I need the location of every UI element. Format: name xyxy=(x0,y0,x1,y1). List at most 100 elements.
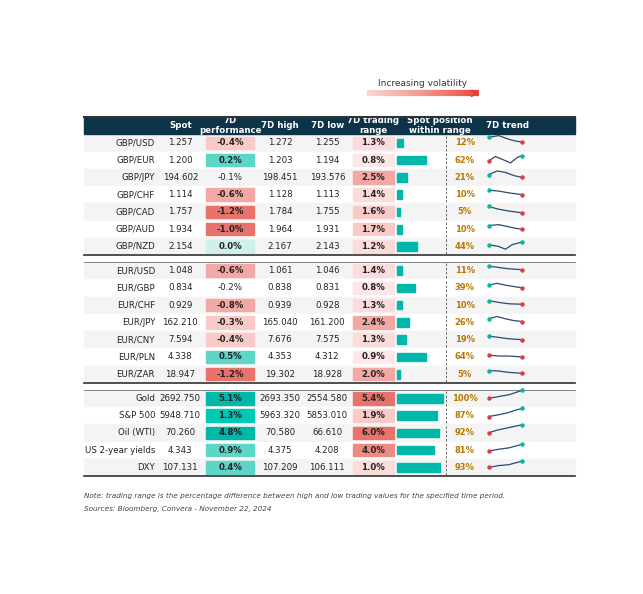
Text: 0.2%: 0.2% xyxy=(218,156,242,165)
Text: US 2-year yields: US 2-year yields xyxy=(85,446,155,454)
Bar xyxy=(206,240,254,252)
Text: GBP/NZD: GBP/NZD xyxy=(115,242,155,251)
Text: 18.947: 18.947 xyxy=(165,369,195,379)
Text: S&P 500: S&P 500 xyxy=(118,411,155,420)
Text: Note: trading range is the percentage difference between high and low trading va: Note: trading range is the percentage di… xyxy=(84,492,505,499)
Text: 107.209: 107.209 xyxy=(262,463,298,472)
Bar xyxy=(353,444,394,456)
Text: 0.834: 0.834 xyxy=(168,283,193,292)
Bar xyxy=(353,206,394,218)
Text: 7D
performance: 7D performance xyxy=(199,116,261,135)
Text: 64%: 64% xyxy=(455,352,475,362)
Bar xyxy=(353,282,394,294)
Text: 1.9%: 1.9% xyxy=(361,411,385,420)
Text: 0.0%: 0.0% xyxy=(219,242,242,251)
Text: EUR/CNY: EUR/CNY xyxy=(116,335,155,344)
Text: -0.4%: -0.4% xyxy=(217,335,244,344)
Bar xyxy=(397,318,409,327)
Text: 161.200: 161.200 xyxy=(309,318,345,327)
Text: GBP/CHF: GBP/CHF xyxy=(117,190,155,199)
Bar xyxy=(397,301,402,309)
Text: Spot position
within range: Spot position within range xyxy=(406,116,472,135)
Text: 2692.750: 2692.750 xyxy=(160,394,201,403)
Text: Gold: Gold xyxy=(135,394,155,403)
Text: 1.061: 1.061 xyxy=(267,266,293,275)
Bar xyxy=(206,264,254,277)
Bar xyxy=(397,411,437,420)
Text: 7D high: 7D high xyxy=(261,121,299,130)
Bar xyxy=(353,299,394,311)
Text: EUR/CHF: EUR/CHF xyxy=(117,301,155,309)
Text: 5.4%: 5.4% xyxy=(361,394,385,403)
Text: 70.580: 70.580 xyxy=(265,428,295,437)
Bar xyxy=(397,156,426,165)
Text: GBP/CAD: GBP/CAD xyxy=(116,207,155,216)
Text: 0.831: 0.831 xyxy=(315,283,340,292)
Text: 21%: 21% xyxy=(455,173,475,182)
Text: 0.8%: 0.8% xyxy=(361,283,385,292)
Bar xyxy=(353,171,394,184)
Bar xyxy=(353,240,394,252)
Bar xyxy=(84,203,575,220)
Bar xyxy=(206,444,254,456)
Text: 19.302: 19.302 xyxy=(265,369,295,379)
Bar xyxy=(84,314,575,331)
Text: 7.575: 7.575 xyxy=(315,335,340,344)
Text: GBP/USD: GBP/USD xyxy=(116,138,155,147)
Bar xyxy=(84,331,575,348)
Text: 4.375: 4.375 xyxy=(267,446,293,454)
Text: 44%: 44% xyxy=(455,242,475,251)
Bar xyxy=(353,223,394,235)
Text: 39%: 39% xyxy=(455,283,475,292)
Text: 1.931: 1.931 xyxy=(315,225,340,233)
Text: 1.0%: 1.0% xyxy=(361,463,385,472)
Text: -0.1%: -0.1% xyxy=(217,173,242,182)
Text: DXY: DXY xyxy=(138,463,155,472)
Bar xyxy=(84,117,575,134)
Text: 62%: 62% xyxy=(455,156,475,165)
Text: GBP/AUD: GBP/AUD xyxy=(116,225,155,233)
Text: 26%: 26% xyxy=(455,318,475,327)
Text: 4.338: 4.338 xyxy=(168,352,193,362)
Text: 1.3%: 1.3% xyxy=(361,301,385,309)
Text: 1.200: 1.200 xyxy=(168,156,193,165)
Text: 2554.580: 2554.580 xyxy=(307,394,348,403)
Text: 7.594: 7.594 xyxy=(168,335,192,344)
Text: 107.131: 107.131 xyxy=(163,463,198,472)
Text: GBP/EUR: GBP/EUR xyxy=(116,156,155,165)
Bar xyxy=(353,154,394,166)
Text: 5.1%: 5.1% xyxy=(218,394,242,403)
Text: EUR/PLN: EUR/PLN xyxy=(118,352,155,362)
Text: -0.2%: -0.2% xyxy=(217,283,242,292)
Text: 12%: 12% xyxy=(455,138,475,147)
Bar xyxy=(84,186,575,203)
Text: 0.838: 0.838 xyxy=(267,283,293,292)
Text: 1.257: 1.257 xyxy=(168,138,193,147)
Text: 7D low: 7D low xyxy=(311,121,344,130)
Bar xyxy=(206,137,254,149)
Bar xyxy=(397,446,434,454)
Text: 10%: 10% xyxy=(455,301,475,309)
Text: 1.4%: 1.4% xyxy=(361,266,385,275)
Bar xyxy=(84,151,575,169)
Bar xyxy=(397,138,403,147)
Bar xyxy=(206,350,254,363)
Text: 5948.710: 5948.710 xyxy=(160,411,201,420)
Text: 2.167: 2.167 xyxy=(267,242,293,251)
Text: GBP/JPY: GBP/JPY xyxy=(122,173,155,182)
Text: 7.676: 7.676 xyxy=(267,335,293,344)
Bar xyxy=(397,266,403,275)
Text: 0.4%: 0.4% xyxy=(218,463,242,472)
Text: -0.6%: -0.6% xyxy=(217,190,244,199)
Text: 162.210: 162.210 xyxy=(163,318,198,327)
Text: 2.143: 2.143 xyxy=(315,242,340,251)
Text: 4.208: 4.208 xyxy=(315,446,340,454)
Text: 92%: 92% xyxy=(455,428,475,437)
Text: 1.194: 1.194 xyxy=(315,156,340,165)
Bar xyxy=(84,348,575,365)
Text: 198.451: 198.451 xyxy=(262,173,298,182)
Text: 1.4%: 1.4% xyxy=(361,190,385,199)
Text: 1.114: 1.114 xyxy=(168,190,193,199)
Text: 5853.010: 5853.010 xyxy=(307,411,348,420)
Bar xyxy=(353,316,394,328)
